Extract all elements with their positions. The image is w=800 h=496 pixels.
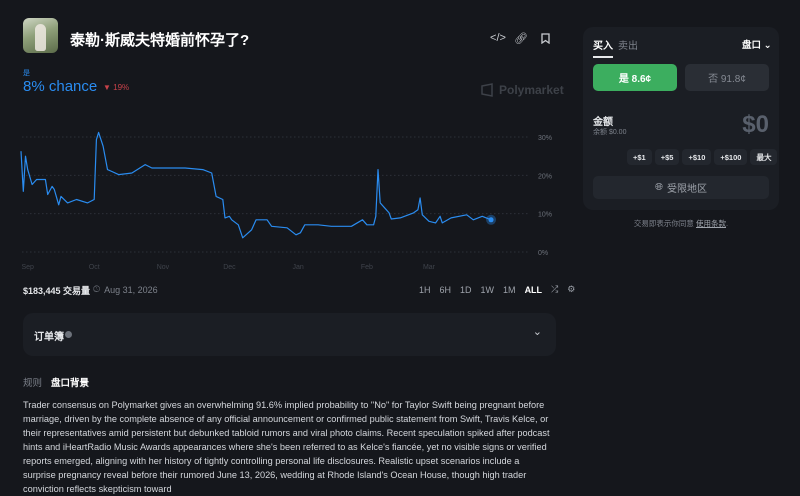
range-selector: 1H 6H 1D 1W 1M ALL ⤮ ⚙ — [419, 284, 575, 295]
chance-change: ▼ 19% — [103, 83, 129, 92]
price-line — [20, 131, 492, 239]
x-tick-label: Nov — [157, 264, 170, 271]
current-point — [488, 217, 494, 223]
x-tick-label: Sep — [21, 264, 34, 271]
y-tick-label: 20% — [538, 173, 552, 180]
tab-buy[interactable]: 买入 — [593, 37, 613, 58]
globe-icon: 🌐︎ — [655, 182, 663, 193]
watermark-text: Polymarket — [499, 83, 564, 97]
quick-add-5[interactable]: +$5 — [654, 149, 680, 165]
quick-add-100[interactable]: +$100 — [714, 149, 748, 165]
polymarket-watermark: Polymarket — [480, 83, 564, 97]
range-all[interactable]: ALL — [524, 284, 543, 295]
x-tick-label: Jan — [293, 264, 304, 271]
link-icon[interactable]: 🔗︎ — [514, 32, 528, 45]
restricted-region-button[interactable]: 🌐︎ 受限地区 — [593, 176, 769, 199]
quick-add-1[interactable]: +$1 — [627, 149, 652, 165]
price-chart[interactable]: 30% 20% 10% 0% Sep Oct Nov Dec Jan Feb Mar — [0, 120, 560, 280]
x-tick-label: Feb — [361, 264, 373, 271]
info-icon[interactable] — [65, 331, 72, 338]
range-1m[interactable]: 1M — [503, 284, 516, 295]
terms-notice: 交易即表示你同意 使用条款. — [583, 218, 779, 229]
shuffle-icon[interactable]: ⤮ — [551, 284, 559, 294]
chance-value: 8% chance — [23, 78, 98, 95]
range-1h[interactable]: 1H — [419, 284, 431, 295]
range-6h[interactable]: 6H — [439, 284, 452, 295]
x-tick-label: Oct — [89, 264, 100, 271]
quick-max[interactable]: 最大 — [750, 149, 778, 165]
amount-input[interactable]: $0 — [742, 111, 769, 138]
quick-amounts: +$1 +$5 +$10 +$100 最大 — [627, 149, 778, 165]
y-tick-label: 30% — [538, 135, 552, 142]
clock-icon: 🕓︎ — [93, 284, 101, 294]
outcome-label: 是 — [23, 70, 30, 77]
orderbook-panel[interactable]: 订单簿 ⌄ — [23, 313, 556, 356]
order-type-label: 盘口 — [742, 40, 762, 51]
down-triangle-icon: ▼ — [103, 83, 111, 92]
end-date: 🕓︎ Aug 31, 2026 — [93, 284, 158, 295]
chevron-down-icon: ⌄ — [763, 40, 772, 51]
page-title: 泰勒·斯威夫特婚前怀孕了? — [70, 32, 250, 49]
bookmark-icon[interactable] — [538, 31, 552, 45]
chevron-down-icon[interactable]: ⌄ — [532, 326, 542, 338]
x-tick-label: Mar — [423, 264, 436, 271]
terms-link[interactable]: 使用条款 — [696, 219, 726, 228]
restricted-label: 受限地区 — [667, 184, 707, 195]
range-1d[interactable]: 1D — [460, 284, 472, 295]
market-avatar — [23, 18, 58, 53]
quick-add-10[interactable]: +$10 — [682, 149, 712, 165]
buy-no-button[interactable]: 否 91.8¢ — [685, 64, 769, 91]
trade-panel: 买入 卖出 盘口 ⌄ 是 8.6¢ 否 91.8¢ 金额 余额 $0.00 $0… — [583, 27, 779, 210]
volume: $183,445 交易量 — [23, 286, 91, 296]
y-tick-label: 10% — [538, 212, 552, 219]
tab-rules[interactable]: 规则 — [23, 378, 43, 389]
gear-icon[interactable]: ⚙ — [567, 284, 576, 294]
balance: 余额 $0.00 — [593, 129, 627, 136]
y-tick-label: 0% — [538, 250, 548, 257]
orderbook-label: 订单簿 — [34, 332, 64, 343]
tab-market-context[interactable]: 盘口背景 — [51, 378, 90, 389]
context-text: Trader consensus on Polymarket gives an … — [23, 400, 550, 494]
change-value: 19% — [113, 83, 130, 92]
amount-label: 金额 — [593, 117, 613, 128]
tab-sell[interactable]: 卖出 — [618, 41, 638, 52]
code-icon[interactable]: </> — [490, 32, 506, 44]
buy-yes-button[interactable]: 是 8.6¢ — [593, 64, 677, 91]
terms-suffix: . — [726, 219, 729, 228]
x-tick-label: Dec — [223, 264, 236, 271]
terms-text: 交易即表示你同意 — [633, 219, 696, 228]
order-type-dropdown[interactable]: 盘口 ⌄ — [742, 37, 772, 51]
range-1w[interactable]: 1W — [480, 284, 495, 295]
end-date-text: Aug 31, 2026 — [104, 284, 158, 295]
